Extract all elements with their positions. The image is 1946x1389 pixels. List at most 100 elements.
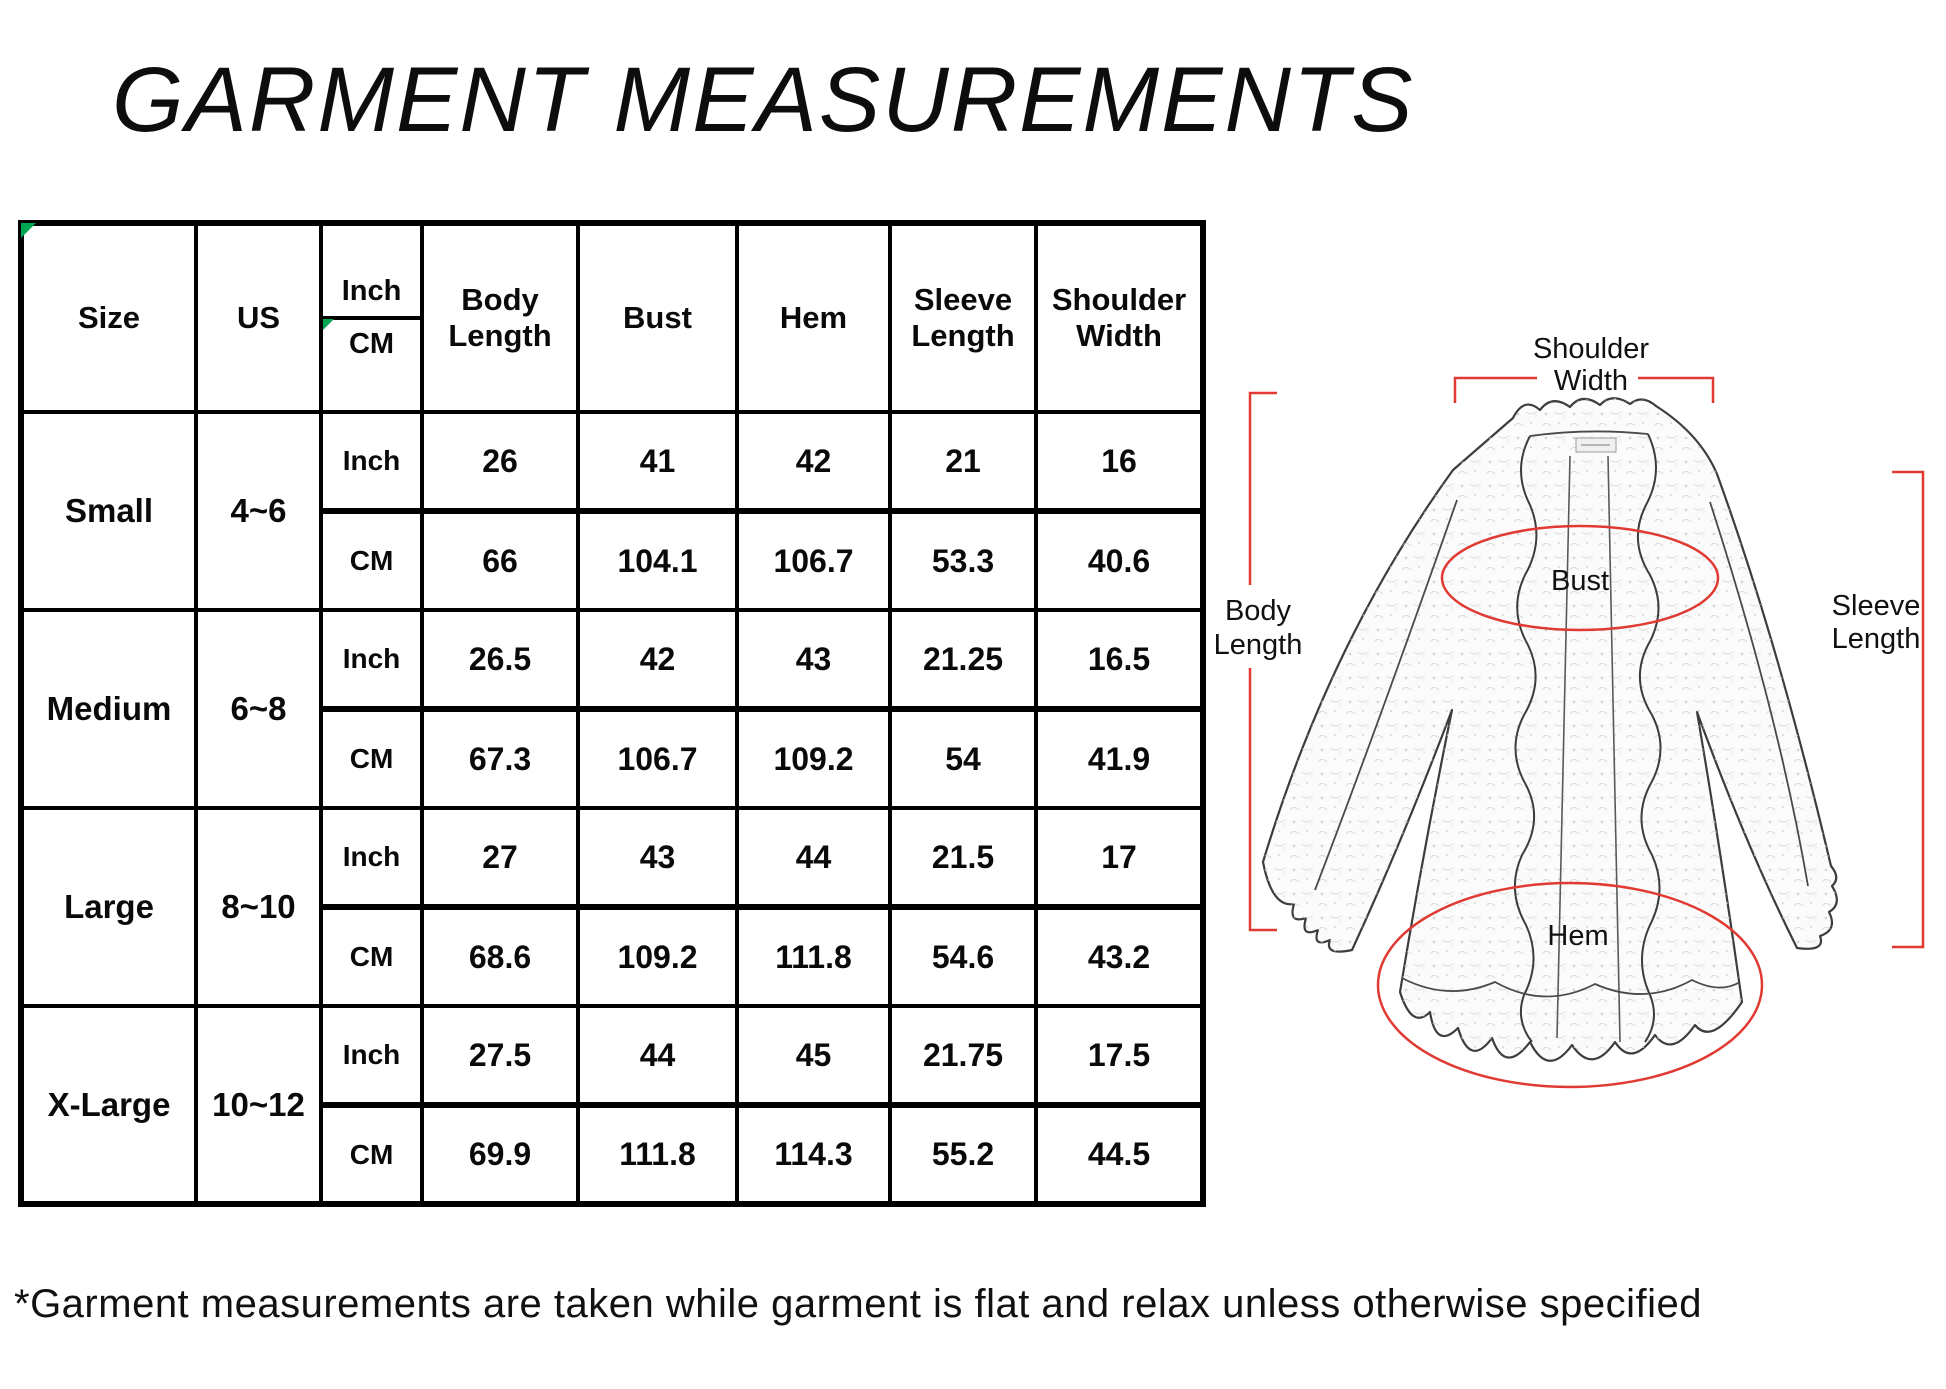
measurement-cell: 16 <box>1034 410 1205 513</box>
table-row-medium-inch: Medium 6~8 Inch 26.5 42 43 21.25 16.5 <box>19 608 1205 810</box>
measurement-cell: 66 <box>420 508 580 612</box>
measurement-cell: 109.2 <box>735 706 892 810</box>
right-sleeve-drape <box>1709 501 1809 887</box>
footnote: *Garment measurements are taken while ga… <box>14 1282 1703 1326</box>
table-row-small-inch: Small 4~6 Inch 26 41 42 21 16 <box>19 410 1205 612</box>
measurement-cell: 21.75 <box>888 1004 1038 1107</box>
measurement-cell: 44.5 <box>1034 1102 1205 1206</box>
left-lapel-scallop-edge <box>1513 435 1538 1043</box>
size-cell: Small <box>19 410 198 612</box>
us-cell: 8~10 <box>194 806 323 1008</box>
measurement-cell: 55.2 <box>888 1102 1038 1206</box>
left-front-edge <box>1556 455 1571 1039</box>
header-row: Size US Inch CM Body Length Bust Hem Sle… <box>19 221 1205 414</box>
hem-ruffle-line <box>1401 977 1741 998</box>
sleeve-length-bracket <box>1892 470 1925 949</box>
measurement-cell: 43 <box>735 608 892 711</box>
measurement-cell: 45 <box>735 1004 892 1107</box>
measurement-cell: 106.7 <box>735 508 892 612</box>
table-row-large-inch: Large 8~10 Inch 27 43 44 21.5 17 <box>19 806 1205 1008</box>
bust-ellipse <box>1440 524 1720 632</box>
column-header-hem: Hem <box>735 221 892 414</box>
measurement-cell: 42 <box>576 608 739 711</box>
measurement-cell: 40.6 <box>1034 508 1205 612</box>
measurement-cell: 21 <box>888 410 1038 513</box>
size-cell: X-Large <box>19 1004 198 1206</box>
measurement-cell: 41.9 <box>1034 706 1205 810</box>
measurement-cell: 68.6 <box>420 904 580 1008</box>
shoulder-width-label-line2: Width <box>1554 365 1628 397</box>
table-row-medium-cm: CM 67.3 106.7 109.2 54 41.9 <box>21 706 1205 810</box>
measurement-cell: 114.3 <box>735 1102 892 1206</box>
measurement-cell: 21.5 <box>888 806 1038 909</box>
measurement-cell: 104.1 <box>576 508 739 612</box>
table-row-small-cm: CM 66 104.1 106.7 53.3 40.6 <box>21 508 1205 612</box>
measurement-cell: 26.5 <box>420 608 580 711</box>
measurement-cell: 43 <box>576 806 739 909</box>
column-header-us: US <box>194 221 323 414</box>
unit-cell: Inch <box>319 806 424 909</box>
left-sleeve-drape <box>1314 499 1458 891</box>
us-cell: 6~8 <box>194 608 323 810</box>
measurement-cell: 41 <box>576 410 739 513</box>
unit-cell: CM <box>319 1102 424 1206</box>
measurement-cell: 27 <box>420 806 580 909</box>
sleeve-length-label-line1: Sleeve <box>1832 590 1921 622</box>
measurement-cell: 16.5 <box>1034 608 1205 711</box>
bust-label: Bust <box>1551 565 1609 597</box>
right-front-edge <box>1607 455 1621 1043</box>
measurement-cell: 17 <box>1034 806 1205 909</box>
us-cell: 4~6 <box>194 410 323 612</box>
column-header-inch: Inch <box>323 226 420 320</box>
measurement-annotations <box>1248 376 1925 1089</box>
sleeve-length-label-line2: Length <box>1832 623 1921 655</box>
body-length-label-line1: Body <box>1225 595 1292 627</box>
measurement-cell: 17.5 <box>1034 1004 1205 1107</box>
unit-cell: Inch <box>319 608 424 711</box>
unit-cell: CM <box>319 904 424 1008</box>
measurement-cell: 53.3 <box>888 508 1038 612</box>
column-header-bust: Bust <box>576 221 739 414</box>
column-header-body-length: Body Length <box>420 221 580 414</box>
measurement-cell: 44 <box>576 1004 739 1107</box>
inner-neckline <box>1529 430 1649 437</box>
unit-cell: Inch <box>319 1004 424 1107</box>
unit-cell: CM <box>319 508 424 612</box>
column-header-unit: Inch CM <box>319 221 424 414</box>
measurement-cell: 54 <box>888 706 1038 810</box>
measurement-cell: 54.6 <box>888 904 1038 1008</box>
measurement-cell: 26 <box>420 410 580 513</box>
column-header-cm: CM <box>348 328 395 360</box>
unit-cell: CM <box>319 706 424 810</box>
comment-marker-icon <box>323 319 334 330</box>
garment-lace-texture <box>1263 398 1837 1061</box>
body-length-bracket <box>1248 391 1277 932</box>
measurement-cell: 111.8 <box>576 1102 739 1206</box>
measurement-cell: 43.2 <box>1034 904 1205 1008</box>
measurement-cell: 69.9 <box>420 1102 580 1206</box>
table-row-xlarge-cm: CM 69.9 111.8 114.3 55.2 44.5 <box>21 1102 1205 1206</box>
size-chart-table: Size US Inch CM Body Length Bust Hem Sle… <box>18 220 1206 1207</box>
table-row-large-cm: CM 68.6 109.2 111.8 54.6 43.2 <box>21 904 1205 1008</box>
measurement-cell: 111.8 <box>735 904 892 1008</box>
hem-ellipse <box>1376 881 1764 1089</box>
measurement-cell: 67.3 <box>420 706 580 810</box>
measurement-cell: 106.7 <box>576 706 739 810</box>
unit-cell: Inch <box>319 410 424 513</box>
shoulder-width-bracket <box>1453 376 1715 403</box>
column-header-sleeve-length: Sleeve Length <box>888 221 1038 414</box>
measurement-cell: 21.25 <box>888 608 1038 711</box>
column-header-size: Size <box>19 221 198 414</box>
size-cell: Medium <box>19 608 198 810</box>
table-row-xlarge-inch: X-Large 10~12 Inch 27.5 44 45 21.75 17.5 <box>19 1004 1205 1206</box>
measurement-cell: 27.5 <box>420 1004 580 1107</box>
hem-label: Hem <box>1547 920 1608 952</box>
size-cell: Large <box>19 806 198 1008</box>
page-title: GARMENT MEASUREMENTS <box>112 49 1415 151</box>
column-header-shoulder-width: Shoulder Width <box>1034 221 1205 414</box>
comment-marker-icon <box>21 223 36 238</box>
shoulder-width-label-line1: Shoulder <box>1533 333 1649 365</box>
cardigan-illustration <box>1261 397 1838 1062</box>
garment-diagram: Shoulder Width Body Length Bust Hem Slee… <box>1214 333 1925 1089</box>
